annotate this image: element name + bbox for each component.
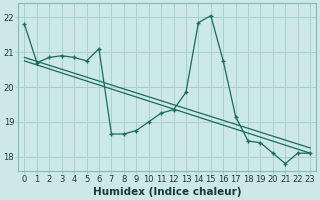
X-axis label: Humidex (Indice chaleur): Humidex (Indice chaleur) (93, 187, 242, 197)
